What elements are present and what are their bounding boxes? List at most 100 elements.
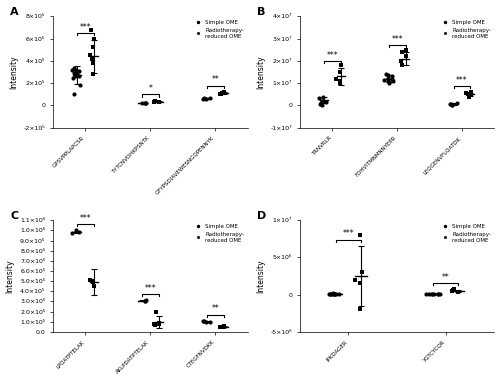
Point: [384, 78, 392, 84]
Point: [329, 290, 337, 296]
Point: [398, 62, 406, 68]
Point: [74, 73, 82, 79]
Point: [202, 96, 209, 102]
Point: [336, 69, 344, 75]
Point: [88, 55, 96, 62]
Point: [142, 100, 150, 106]
Point: [70, 74, 78, 81]
Point: [426, 291, 434, 297]
Point: [72, 71, 80, 77]
Point: [317, 101, 325, 107]
Text: ***: ***: [80, 23, 92, 32]
Point: [436, 291, 444, 297]
Point: [398, 49, 406, 55]
Point: [422, 291, 430, 298]
Point: [72, 67, 80, 73]
Point: [142, 297, 150, 303]
Point: [428, 291, 436, 297]
Text: B: B: [257, 7, 266, 17]
Point: [330, 291, 338, 297]
Point: [216, 324, 224, 330]
Point: [466, 92, 474, 98]
Point: [155, 98, 163, 104]
Point: [358, 269, 366, 275]
Point: [382, 71, 390, 77]
Point: [142, 100, 150, 106]
Point: [206, 95, 214, 101]
Point: [202, 319, 209, 325]
Point: [384, 74, 392, 81]
Point: [72, 72, 80, 78]
Point: [142, 298, 150, 304]
Y-axis label: Intensity: Intensity: [9, 55, 18, 89]
Point: [152, 309, 160, 315]
Point: [450, 287, 458, 293]
Point: [152, 98, 160, 104]
Point: [152, 321, 160, 328]
Point: [332, 76, 340, 82]
Point: [428, 291, 436, 297]
Point: [71, 73, 79, 79]
Point: [434, 291, 442, 297]
Text: ***: ***: [144, 283, 156, 293]
Point: [90, 279, 98, 285]
Point: [72, 227, 80, 233]
Point: [454, 289, 462, 295]
Legend: Simple OME, Radiotherapy-
reduced OME: Simple OME, Radiotherapy- reduced OME: [192, 19, 245, 39]
Point: [434, 291, 442, 297]
Point: [389, 78, 397, 84]
Point: [325, 291, 333, 297]
Point: [75, 229, 83, 235]
Point: [200, 95, 208, 101]
Point: [68, 230, 76, 236]
Text: D: D: [257, 211, 266, 221]
Point: [74, 71, 82, 77]
Text: *: *: [148, 84, 152, 93]
Point: [220, 324, 228, 330]
Point: [87, 27, 95, 33]
Point: [336, 80, 344, 86]
Text: ***: ***: [326, 51, 338, 60]
Point: [155, 321, 163, 327]
Point: [316, 100, 324, 106]
Point: [198, 318, 206, 325]
Y-axis label: Intensity: Intensity: [6, 259, 15, 293]
Point: [316, 95, 324, 101]
Point: [72, 69, 80, 75]
Point: [464, 91, 472, 97]
Text: ***: ***: [342, 230, 354, 239]
Legend: Simple OME, Radiotherapy-
reduced OME: Simple OME, Radiotherapy- reduced OME: [192, 223, 245, 243]
Text: ***: ***: [80, 214, 92, 223]
Point: [220, 89, 228, 95]
Point: [467, 89, 475, 95]
Point: [385, 79, 393, 85]
Point: [384, 72, 392, 78]
Point: [446, 101, 454, 107]
Point: [430, 291, 438, 298]
Point: [220, 90, 228, 96]
Point: [337, 62, 345, 68]
Point: [90, 44, 98, 51]
Point: [90, 71, 98, 77]
Point: [327, 290, 335, 296]
Point: [465, 93, 473, 100]
Point: [319, 93, 327, 100]
Point: [90, 283, 98, 289]
Text: **: **: [442, 273, 450, 282]
Point: [462, 90, 470, 96]
Point: [448, 102, 456, 108]
Point: [330, 291, 338, 297]
Point: [198, 96, 206, 102]
Point: [448, 288, 456, 294]
Text: A: A: [10, 7, 19, 17]
Point: [75, 68, 83, 74]
Point: [448, 101, 456, 108]
Point: [70, 91, 78, 97]
Point: [154, 320, 162, 326]
Point: [141, 298, 149, 304]
Point: [76, 82, 84, 89]
Point: [86, 52, 94, 58]
Text: **: **: [212, 76, 219, 84]
Text: C: C: [10, 211, 18, 221]
Point: [356, 280, 364, 287]
